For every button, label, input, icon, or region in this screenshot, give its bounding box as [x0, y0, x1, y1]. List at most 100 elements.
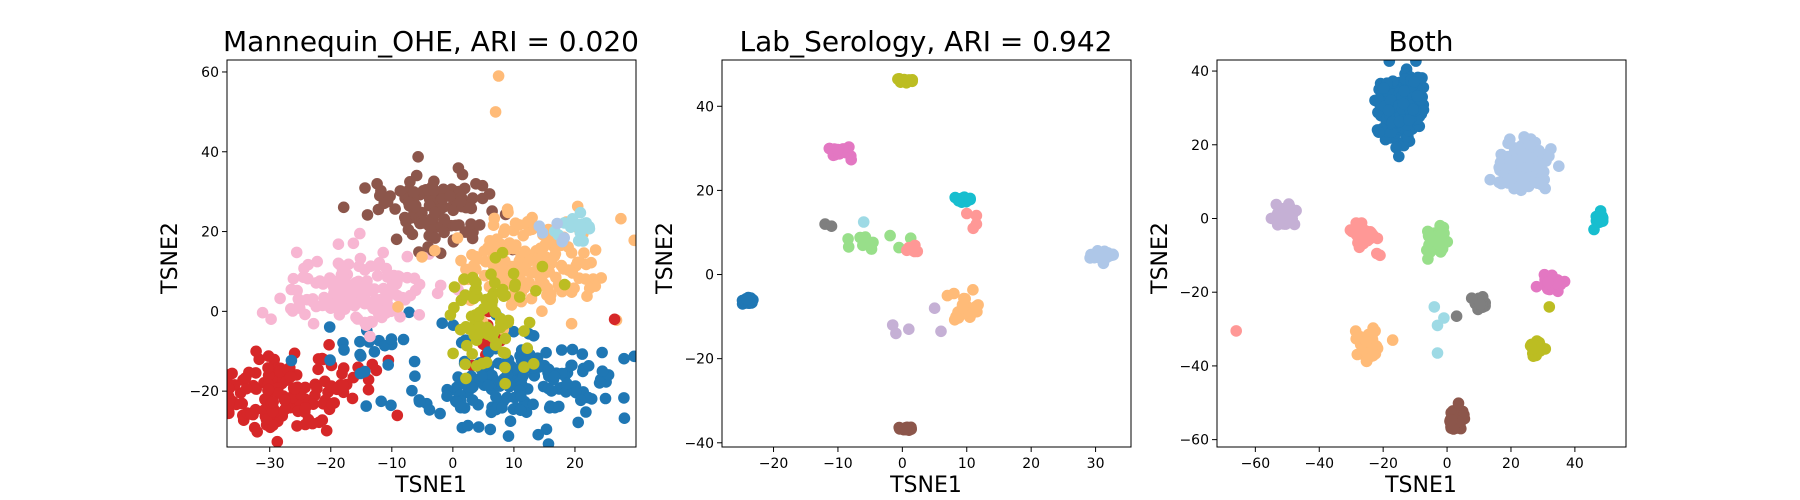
data-point — [1385, 126, 1398, 138]
data-point — [558, 278, 571, 291]
data-point — [408, 186, 420, 198]
data-point — [964, 192, 976, 205]
data-point — [540, 346, 552, 359]
data-point — [568, 282, 580, 295]
data-point — [360, 400, 373, 412]
y-axis-label: TSNE2 — [1148, 222, 1173, 295]
data-point — [466, 381, 478, 394]
data-point — [336, 367, 348, 380]
data-point — [470, 178, 482, 190]
data-point — [416, 251, 428, 263]
data-point — [523, 316, 536, 329]
data-point — [289, 383, 301, 395]
data-point — [469, 250, 482, 263]
data-point — [342, 285, 354, 298]
x-tick-label: 30 — [1087, 456, 1105, 472]
data-point — [448, 281, 461, 293]
data-point — [970, 218, 983, 230]
data-point — [279, 403, 291, 416]
data-point — [239, 372, 252, 384]
data-point — [293, 302, 306, 314]
data-point — [907, 242, 919, 255]
data-point — [1450, 310, 1463, 323]
data-point — [262, 362, 274, 374]
data-point — [486, 369, 498, 382]
data-point — [428, 184, 440, 196]
data-point — [1351, 226, 1364, 238]
data-point — [312, 363, 324, 376]
data-point — [227, 407, 235, 420]
x-tick-label: 20 — [566, 456, 584, 472]
y-tick-label: 40 — [696, 99, 714, 115]
data-point — [299, 402, 312, 414]
data-point — [438, 226, 450, 239]
data-point — [278, 394, 291, 406]
data-point — [448, 301, 460, 314]
data-point — [382, 359, 395, 371]
data-point — [565, 247, 578, 259]
data-point — [935, 325, 947, 338]
data-point — [336, 263, 349, 276]
data-point — [284, 371, 297, 383]
data-point — [389, 203, 401, 215]
data-point — [302, 258, 314, 271]
data-point — [948, 287, 960, 300]
panel-both: Both TSNE1 TSNE2 −60 −40 −20 0 20 40 −60 −40 −20… — [1148, 25, 1627, 498]
x-tick-label: 0 — [448, 456, 457, 472]
data-point — [385, 399, 397, 412]
scatter-points — [736, 73, 1119, 437]
data-point — [514, 404, 527, 417]
data-point — [441, 390, 453, 403]
panel-mannequin-ohe: Mannequin_OHE, ARI = 0.020 TSNE1 TSNE2 −… — [158, 25, 639, 498]
data-point — [380, 294, 393, 306]
data-point — [470, 277, 482, 289]
data-point — [527, 358, 540, 370]
x-tick-label: −20 — [316, 456, 346, 472]
data-point — [429, 206, 441, 219]
data-point — [447, 347, 459, 360]
data-point — [536, 227, 549, 239]
data-point — [399, 211, 411, 224]
data-point — [423, 404, 436, 416]
data-point — [434, 279, 447, 292]
data-point — [549, 248, 562, 260]
data-point — [499, 377, 512, 390]
x-tick-label: −40 — [1304, 456, 1334, 472]
data-point — [628, 234, 636, 247]
data-point — [504, 415, 517, 428]
data-point — [390, 233, 403, 246]
data-point — [429, 232, 441, 244]
data-point — [285, 303, 297, 315]
data-point — [842, 241, 855, 253]
data-point — [565, 317, 578, 330]
data-point — [482, 328, 494, 341]
data-point — [482, 379, 495, 392]
data-point — [317, 278, 329, 290]
data-point — [410, 169, 423, 182]
data-point — [462, 419, 474, 432]
data-point — [472, 421, 485, 433]
data-point — [291, 420, 303, 432]
data-point — [1446, 414, 1458, 426]
data-point — [832, 143, 844, 156]
data-point — [565, 359, 577, 372]
data-point — [496, 402, 508, 414]
data-point — [1351, 331, 1363, 344]
data-point — [615, 212, 627, 225]
data-point — [323, 339, 335, 351]
data-point — [1377, 82, 1390, 94]
data-point — [324, 354, 336, 366]
data-point — [473, 219, 486, 231]
data-point — [375, 184, 387, 197]
data-point — [465, 218, 477, 230]
data-point — [1527, 343, 1539, 355]
data-point — [366, 358, 379, 371]
data-point — [499, 223, 511, 235]
data-point — [394, 185, 407, 197]
data-point — [593, 377, 606, 389]
data-point — [385, 333, 398, 345]
data-point — [262, 350, 275, 362]
data-point — [394, 311, 406, 323]
data-point — [429, 244, 441, 257]
